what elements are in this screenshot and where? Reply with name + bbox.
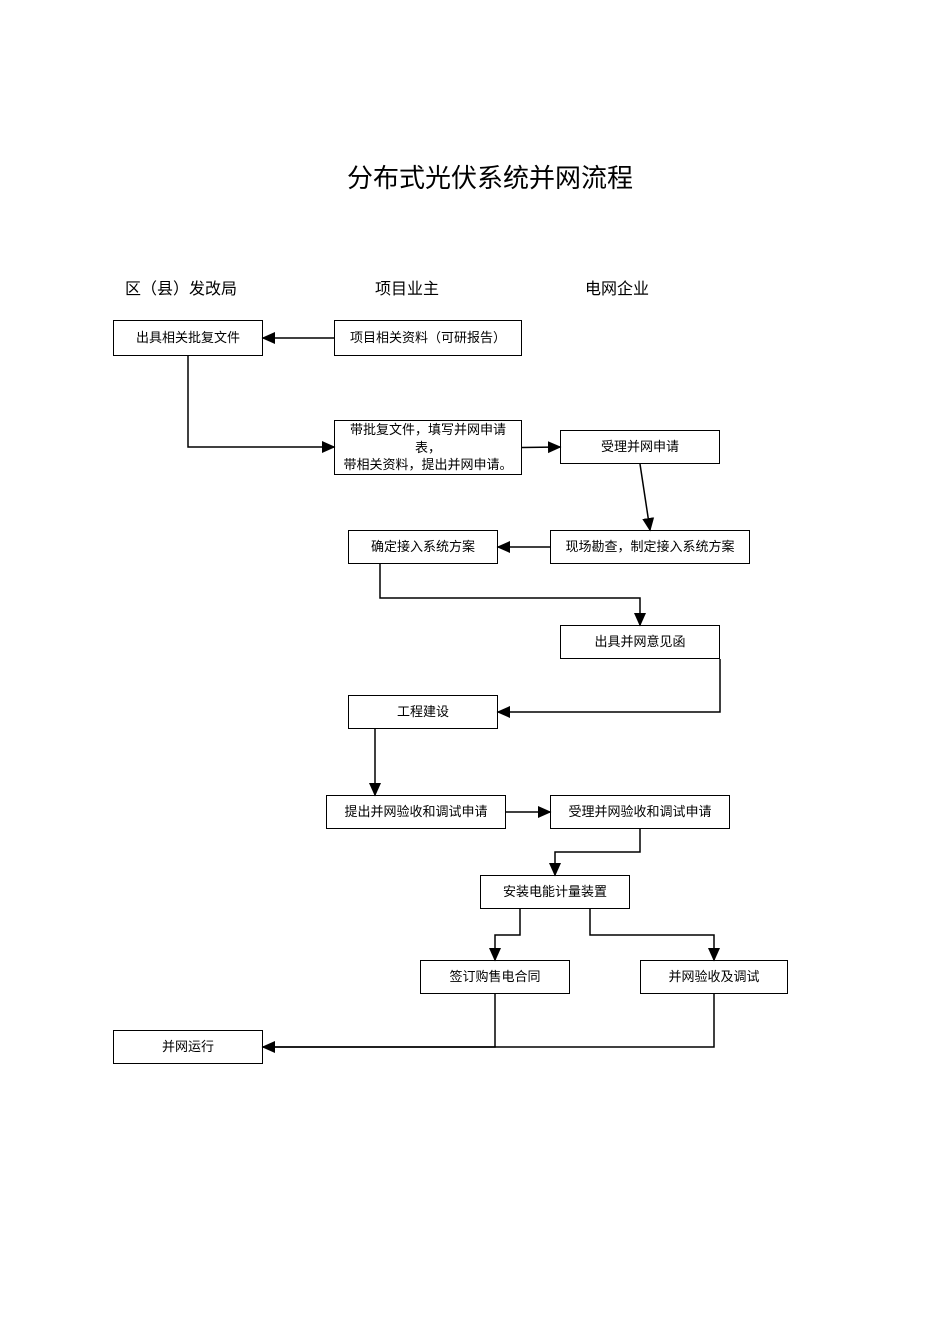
- column-header-owner: 项目业主: [375, 275, 439, 299]
- node-submit-application: 带批复文件，填写并网申请表，带相关资料，提出并网申请。: [334, 420, 522, 475]
- node-construction: 工程建设: [348, 695, 498, 729]
- node-approval-doc: 出具相关批复文件: [113, 320, 263, 356]
- node-accept-application: 受理并网申请: [560, 430, 720, 464]
- node-confirm-scheme: 确定接入系统方案: [348, 530, 498, 564]
- column-header-utility: 电网企业: [585, 275, 649, 299]
- node-install-meter: 安装电能计量装置: [480, 875, 630, 909]
- node-issue-opinion: 出具并网意见函: [560, 625, 720, 659]
- node-site-survey: 现场勘查，制定接入系统方案: [550, 530, 750, 564]
- node-acceptance-test: 并网验收及调试: [640, 960, 788, 994]
- column-header-county: 区（县）发改局: [125, 275, 237, 299]
- diagram-title: 分布式光伏系统并网流程: [347, 158, 633, 195]
- node-request-acceptance: 提出并网验收和调试申请: [326, 795, 506, 829]
- node-project-materials: 项目相关资料（可研报告）: [334, 320, 522, 356]
- node-sign-contract: 签订购售电合同: [420, 960, 570, 994]
- node-accept-acceptance: 受理并网验收和调试申请: [550, 795, 730, 829]
- flowchart-edges: [0, 0, 945, 1337]
- node-grid-operation: 并网运行: [113, 1030, 263, 1064]
